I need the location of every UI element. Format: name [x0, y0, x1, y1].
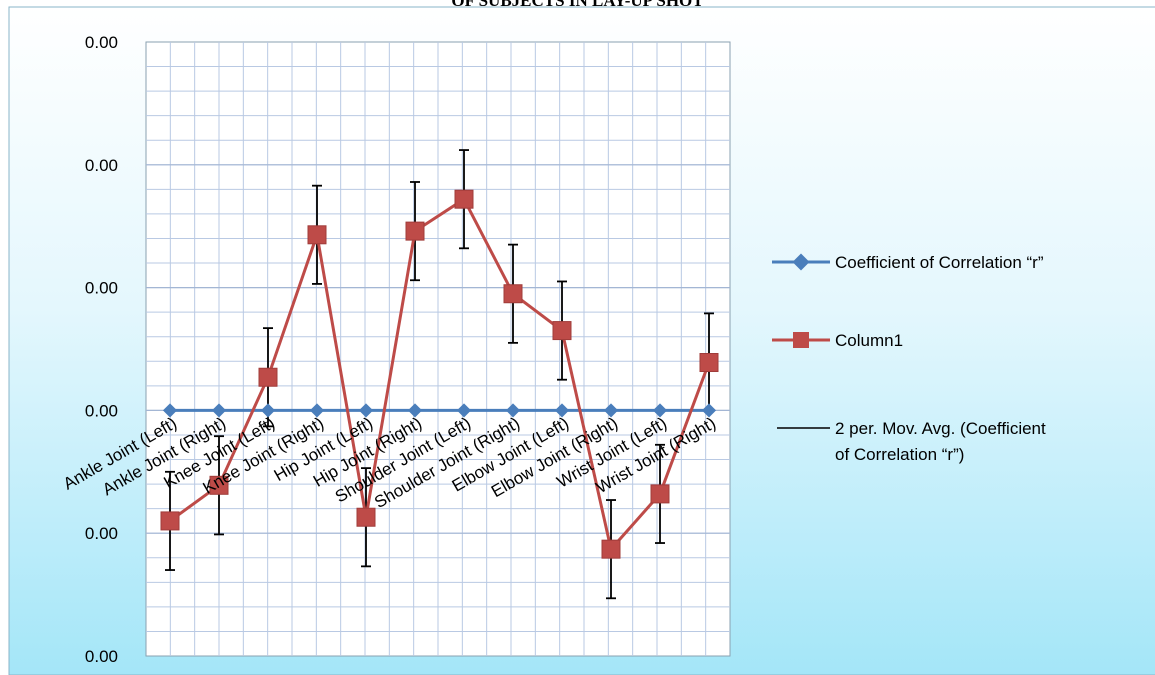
series-2-point — [454, 189, 474, 209]
legend-item-series-1: Coefficient of Correlation “r” — [772, 253, 1044, 272]
chart-title: OF SUBJECTS IN LAY-UP SHOT — [451, 0, 704, 10]
series-1-point — [652, 403, 668, 418]
y-tick-label: 0.00 — [85, 524, 118, 543]
series-2-point — [258, 367, 278, 387]
series-2-point — [503, 284, 523, 304]
legend-label-series-1: Coefficient of Correlation “r” — [835, 253, 1044, 272]
series-2-point — [356, 507, 376, 527]
series-2-point — [405, 221, 425, 241]
series-layer — [160, 189, 719, 559]
series-1-point — [260, 403, 276, 418]
y-tick-label: 0.00 — [85, 156, 118, 175]
y-axis: 0.00 0.00 0.00 0.00 0.00 0.00 — [85, 33, 118, 666]
legend-item-trendline: 2 per. Mov. Avg. (Coefficient of Correla… — [777, 419, 1050, 464]
series-1-point — [505, 403, 521, 418]
series-2-point — [209, 475, 229, 495]
y-tick-label: 0.00 — [85, 647, 118, 666]
series-1-point — [358, 403, 374, 418]
series-2-point — [307, 225, 327, 245]
series-1-point — [407, 403, 423, 418]
legend-marker-series-2 — [793, 332, 809, 348]
legend: Coefficient of Correlation “r” Column1 2… — [772, 253, 1050, 464]
legend-label-trendline-line-2: of Correlation “r”) — [835, 445, 964, 464]
legend-label-series-2: Column1 — [835, 331, 903, 350]
series-2-point — [699, 353, 719, 373]
series-2-point — [650, 484, 670, 504]
series-1-point — [162, 403, 178, 418]
legend-label-trendline-line-1: 2 per. Mov. Avg. (Coefficient — [835, 419, 1046, 438]
series-1-point — [309, 403, 325, 418]
series-1-point — [603, 403, 619, 418]
series-1-point — [456, 403, 472, 418]
series-1-point — [701, 403, 717, 418]
series-2-point — [160, 511, 180, 531]
legend-item-series-2: Column1 — [772, 331, 903, 350]
series-2-point — [601, 539, 621, 559]
grid — [146, 42, 730, 656]
legend-label-trendline: 2 per. Mov. Avg. (Coefficient of Correla… — [835, 419, 1050, 464]
series-2-point — [552, 321, 572, 341]
legend-marker-series-1 — [792, 253, 810, 271]
y-tick-label: 0.00 — [85, 401, 118, 420]
series-1-point — [211, 403, 227, 418]
y-tick-label: 0.00 — [85, 33, 118, 52]
y-tick-label: 0.00 — [85, 279, 118, 298]
series-1-point — [554, 403, 570, 418]
